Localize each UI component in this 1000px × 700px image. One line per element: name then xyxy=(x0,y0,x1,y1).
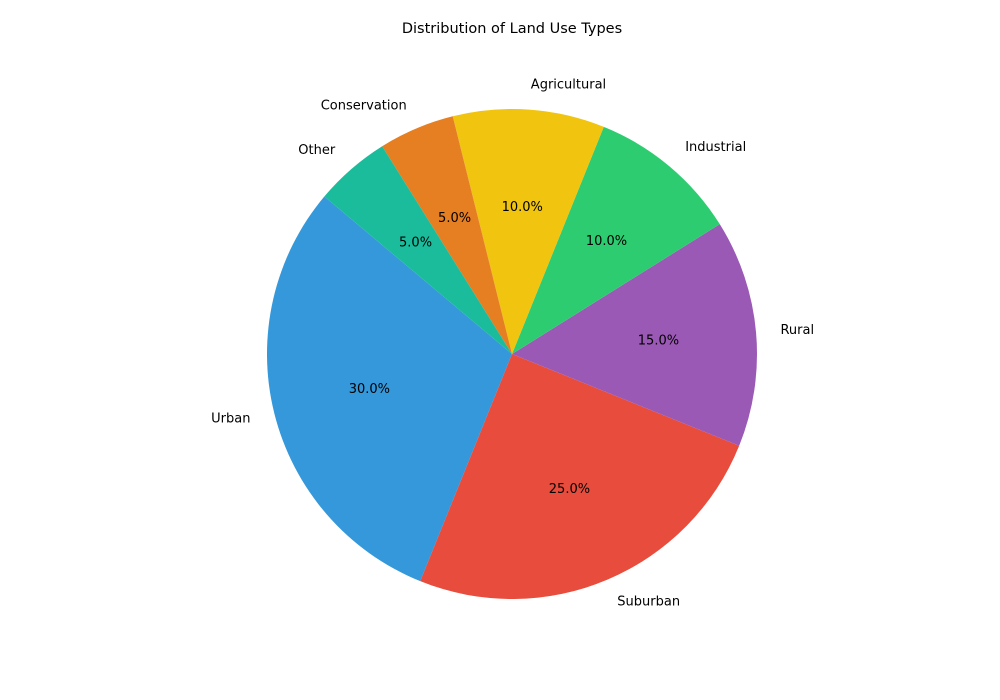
pie-slice-industrial xyxy=(512,126,720,354)
pie-slice-other xyxy=(324,146,512,354)
pie-percent-label: 10.0% xyxy=(586,234,627,249)
pie-percent-label: 15.0% xyxy=(638,334,679,349)
chart-title: Distribution of Land Use Types xyxy=(402,21,622,37)
pie-percent-label: 5.0% xyxy=(438,211,471,226)
pie-category-label: Conservation xyxy=(321,98,407,113)
pie-slice-rural xyxy=(512,224,757,446)
pie-slice-conservation xyxy=(382,116,512,354)
pie-percent-label: 30.0% xyxy=(349,382,390,397)
pie-slice-urban xyxy=(266,196,512,582)
pie-percent-label: 5.0% xyxy=(399,236,432,251)
pie-labels: 30.0% Urban 25.0% Suburban 15.0% Rural 10.0% In… xyxy=(211,78,814,610)
pie-slice-agricultural xyxy=(452,109,604,354)
pie-percent-label: 25.0% xyxy=(549,482,590,497)
pie-category-label: Other xyxy=(298,143,336,158)
pie-percent-label: 10.0% xyxy=(502,200,543,215)
pie-category-label: Rural xyxy=(780,323,814,338)
pie-category-label: Agricultural xyxy=(531,78,606,93)
pie-slices xyxy=(266,109,757,599)
pie-slice-suburban xyxy=(420,354,740,599)
pie-category-label: Urban xyxy=(211,412,250,427)
pie-category-label: Suburban xyxy=(617,595,680,610)
pie-category-label: Industrial xyxy=(685,140,746,155)
